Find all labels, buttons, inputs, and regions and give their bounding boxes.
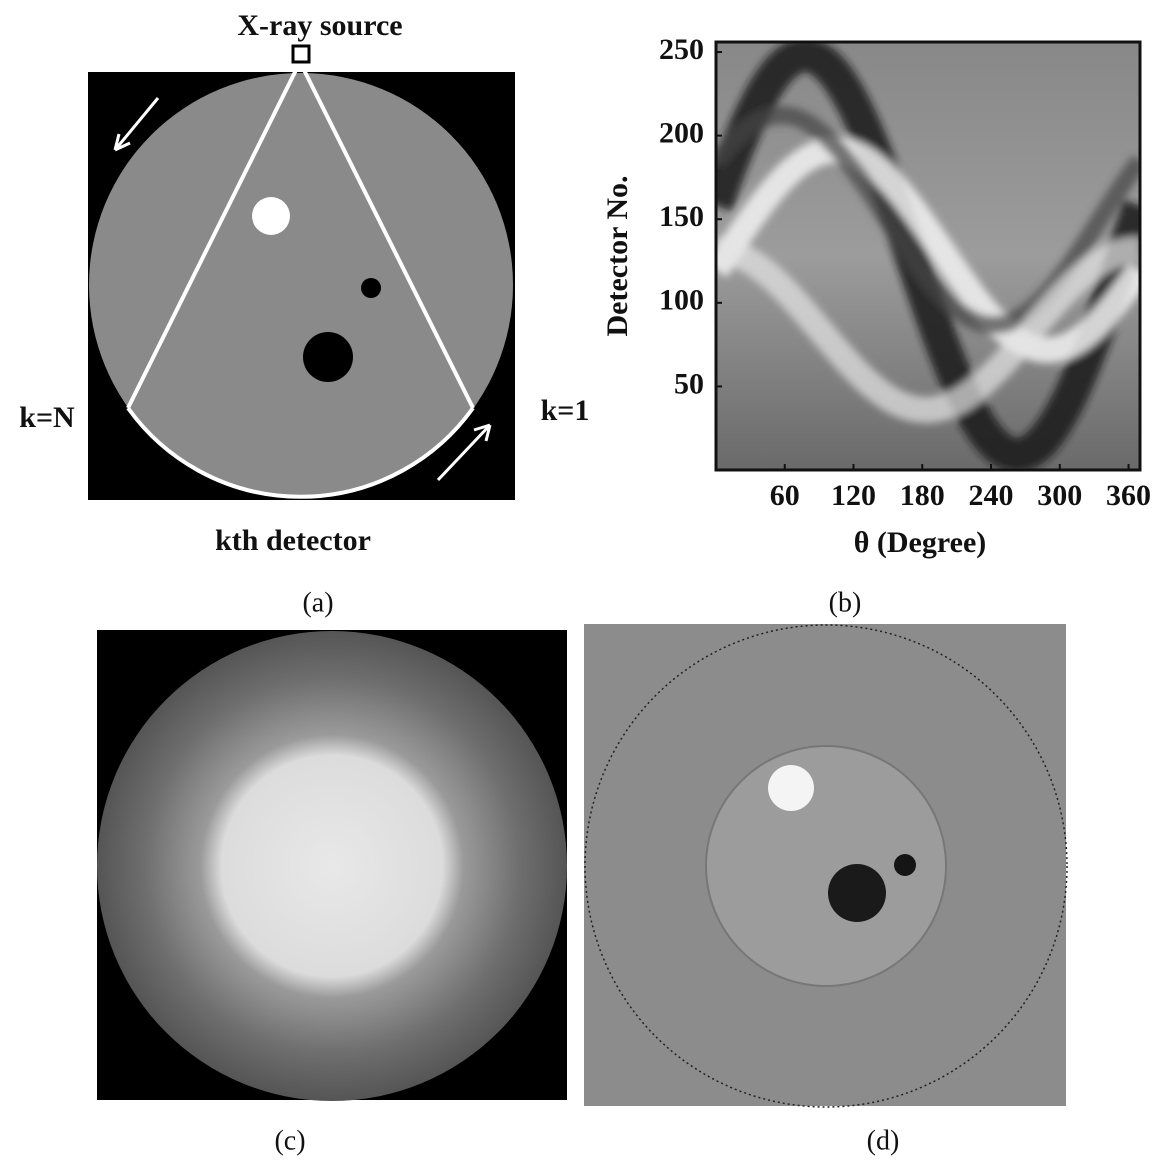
detector-label: kth detector	[215, 524, 371, 557]
right-label: k=1	[541, 394, 590, 427]
x-tick-label: 240	[969, 479, 1014, 512]
insert	[361, 278, 381, 298]
x-tick-label: 180	[900, 479, 945, 512]
x-tick-label: 120	[831, 479, 876, 512]
x-tick-label: 60	[770, 479, 800, 512]
panel-d: (d)	[584, 624, 1067, 1156]
reconstruction	[97, 631, 567, 1101]
panel-b: θ (Degree) Detector No. (b) 60 120 180 240 3…	[601, 33, 1151, 619]
y-tick-label: 150	[659, 200, 704, 233]
caption: (c)	[274, 1125, 305, 1156]
panel-c: (c)	[97, 630, 567, 1156]
x-tick-label: 360	[1106, 479, 1151, 512]
y-tick-label: 50	[674, 367, 704, 400]
y-tick-label: 100	[659, 284, 704, 317]
y-tick-label: 200	[659, 117, 704, 150]
caption: (d)	[867, 1125, 900, 1156]
figure: X-ray source k=N k=1 kth detector (a) θ …	[0, 0, 1161, 1161]
insert	[303, 332, 353, 382]
insert	[828, 864, 886, 922]
x-axis-label: θ (Degree)	[854, 526, 987, 559]
y-tick-label: 250	[659, 33, 704, 66]
insert	[768, 765, 814, 811]
x-tick-label: 300	[1037, 479, 1082, 512]
insert	[894, 854, 916, 876]
caption: (b)	[829, 587, 862, 618]
caption: (a)	[302, 587, 333, 618]
source	[293, 46, 309, 62]
left-label: k=N	[19, 401, 75, 434]
source-label: X-ray source	[237, 9, 402, 42]
panel-a: X-ray source k=N k=1 kth detector (a)	[19, 9, 589, 619]
insert	[252, 197, 290, 235]
y-axis-label: Detector No.	[601, 175, 634, 336]
